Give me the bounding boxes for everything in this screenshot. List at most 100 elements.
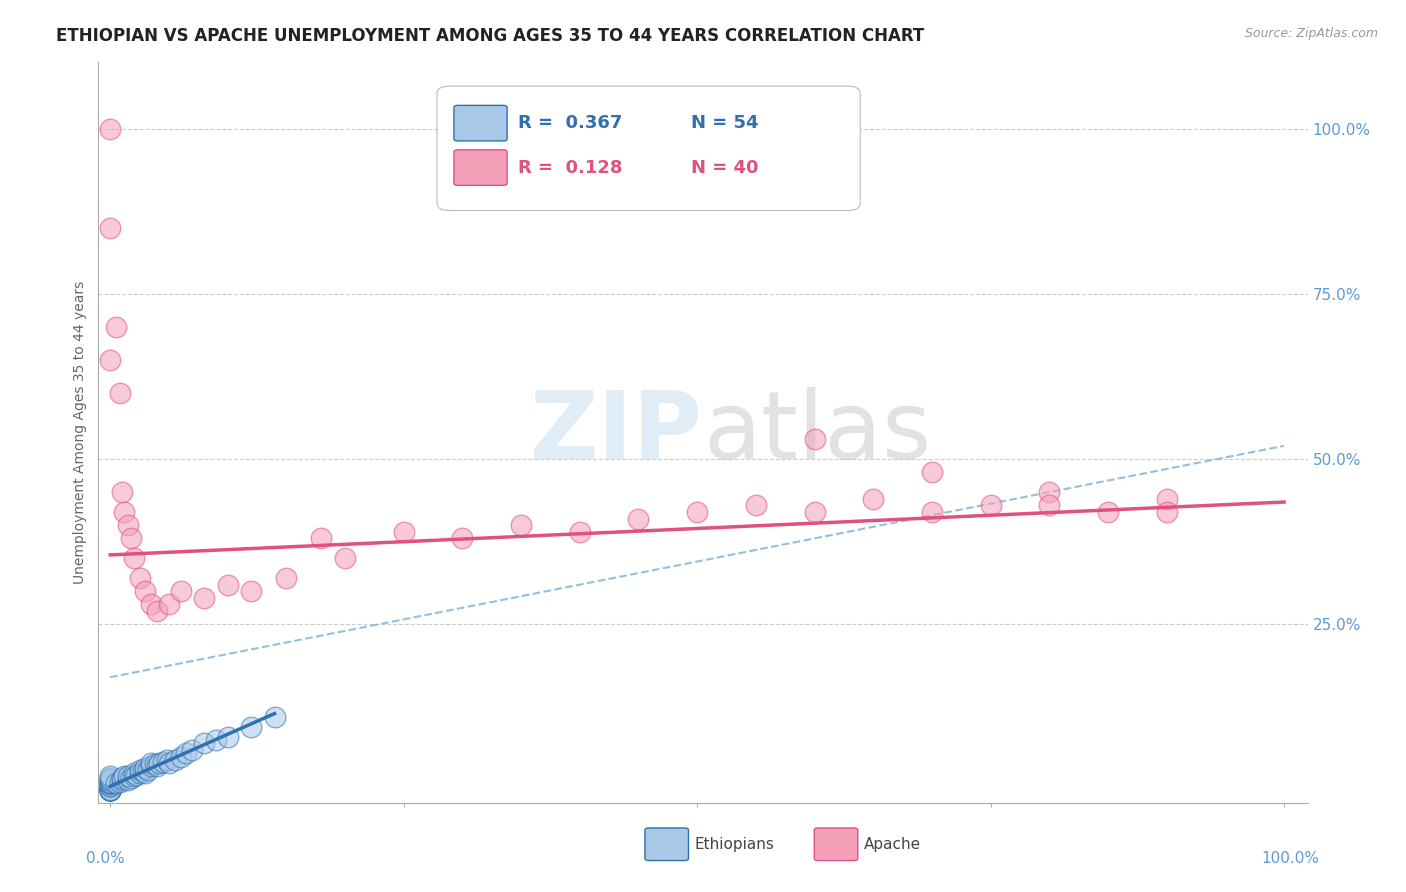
Point	[1156, 505, 1178, 519]
Point	[98, 782, 121, 797]
Text: N = 40: N = 40	[690, 159, 758, 177]
Point	[803, 505, 825, 519]
FancyBboxPatch shape	[437, 87, 860, 211]
Text: N = 54: N = 54	[690, 114, 758, 132]
FancyBboxPatch shape	[454, 150, 508, 186]
Point	[117, 518, 139, 533]
Point	[1038, 499, 1060, 513]
Point	[146, 759, 169, 773]
Point	[105, 319, 128, 334]
Point	[146, 604, 169, 618]
Point	[240, 720, 263, 734]
Point	[112, 769, 135, 783]
Point	[98, 782, 121, 797]
Point	[132, 764, 155, 778]
Point	[98, 772, 121, 787]
Point	[117, 772, 139, 787]
Point	[98, 771, 121, 785]
Point	[98, 776, 121, 790]
Point	[111, 771, 134, 785]
Point	[122, 766, 145, 780]
Text: Source: ZipAtlas.com: Source: ZipAtlas.com	[1244, 27, 1378, 40]
Point	[98, 782, 121, 797]
Point	[333, 551, 356, 566]
Point	[108, 774, 131, 789]
Point	[1038, 485, 1060, 500]
Text: R =  0.128: R = 0.128	[517, 159, 623, 177]
Point	[98, 779, 121, 793]
Text: Apache: Apache	[863, 837, 921, 852]
FancyBboxPatch shape	[814, 828, 858, 861]
Point	[980, 499, 1002, 513]
Point	[98, 776, 121, 790]
Text: 100.0%: 100.0%	[1261, 851, 1320, 866]
Point	[120, 771, 142, 785]
Point	[311, 532, 333, 546]
Point	[98, 220, 121, 235]
Point	[240, 584, 263, 599]
Point	[125, 768, 148, 782]
Point	[98, 782, 121, 797]
Point	[169, 584, 191, 599]
Point	[128, 766, 150, 780]
Point	[98, 352, 121, 367]
Point	[510, 518, 533, 533]
Text: atlas: atlas	[703, 386, 931, 479]
Point	[111, 772, 134, 787]
Point	[181, 743, 204, 757]
Point	[136, 763, 159, 777]
Point	[98, 782, 121, 797]
Point	[921, 505, 943, 519]
Text: R =  0.367: R = 0.367	[517, 114, 623, 132]
Point	[134, 766, 156, 780]
Point	[128, 571, 150, 585]
Point	[141, 756, 163, 771]
Point	[803, 432, 825, 446]
FancyBboxPatch shape	[645, 828, 689, 861]
Point	[134, 761, 156, 775]
Point	[176, 746, 198, 760]
Point	[98, 769, 121, 783]
Point	[152, 755, 174, 769]
FancyBboxPatch shape	[454, 105, 508, 141]
Point	[98, 782, 121, 797]
Text: 0.0%: 0.0%	[86, 851, 125, 866]
Point	[157, 598, 180, 612]
Point	[155, 753, 177, 767]
Point	[217, 577, 239, 591]
Point	[193, 591, 215, 605]
Point	[120, 532, 142, 546]
Point	[1097, 505, 1119, 519]
Point	[128, 763, 150, 777]
Point	[141, 598, 163, 612]
Point	[108, 386, 131, 401]
Point	[568, 524, 591, 539]
Point	[163, 753, 186, 767]
Point	[686, 505, 709, 519]
Point	[117, 769, 139, 783]
Point	[1156, 491, 1178, 506]
Point	[627, 511, 650, 525]
Point	[204, 733, 226, 747]
Point	[263, 710, 285, 724]
Point	[143, 757, 166, 772]
Point	[392, 524, 415, 539]
Point	[112, 505, 135, 519]
Point	[141, 759, 163, 773]
Point	[148, 756, 170, 771]
Point	[98, 121, 121, 136]
Point	[98, 774, 121, 789]
Point	[105, 776, 128, 790]
Point	[745, 499, 768, 513]
Point	[217, 730, 239, 744]
Point	[98, 779, 121, 793]
Point	[122, 551, 145, 566]
Point	[111, 485, 134, 500]
Point	[451, 532, 474, 546]
Y-axis label: Unemployment Among Ages 35 to 44 years: Unemployment Among Ages 35 to 44 years	[73, 281, 87, 584]
Point	[98, 782, 121, 797]
Point	[98, 772, 121, 787]
Point	[862, 491, 884, 506]
Point	[276, 571, 298, 585]
Point	[98, 782, 121, 797]
